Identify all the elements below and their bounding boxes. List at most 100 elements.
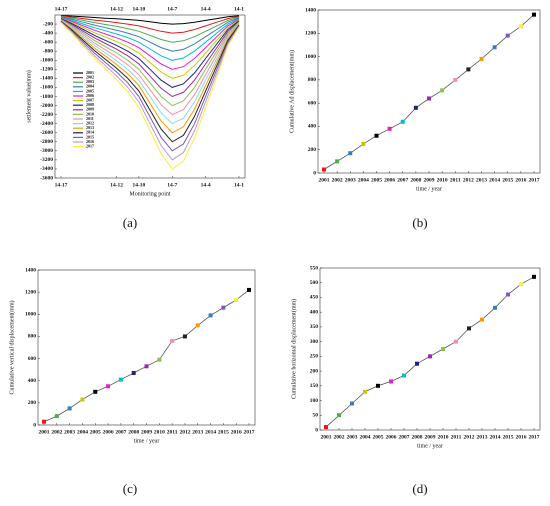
y-tick-label: 600 — [308, 100, 317, 106]
x-tick-label: 2003 — [64, 429, 75, 435]
series-line — [323, 14, 535, 170]
data-marker — [453, 77, 458, 82]
legend-label: 2002 — [86, 75, 94, 80]
data-marker — [337, 413, 341, 418]
y-tick-label: 250 — [310, 354, 319, 360]
legend-label: 2008 — [86, 102, 94, 107]
y-tick-label: 0 — [315, 427, 318, 433]
data-marker — [480, 317, 484, 322]
legend-label: 2015 — [86, 134, 94, 139]
x-tick-label: 2005 — [373, 434, 384, 440]
y-tick-label: 400 — [308, 124, 317, 130]
panel-label: (a) — [123, 215, 137, 230]
series-line — [60, 19, 240, 107]
series-line — [60, 18, 240, 98]
legend-label: 2012 — [86, 121, 94, 126]
y-tick-label: -3400 — [40, 166, 53, 172]
x-tick-label: 2010 — [154, 429, 165, 435]
x-tick-label: 2005 — [90, 429, 101, 435]
x-tick-label: 14-12 — [110, 182, 123, 188]
x-tick-label: 2016 — [516, 434, 527, 440]
data-marker — [322, 167, 326, 172]
data-marker — [42, 419, 46, 424]
legend-label: 2005 — [86, 88, 94, 93]
x-tick-label: 2011 — [167, 429, 178, 435]
x-tick-label: 2012 — [463, 177, 474, 183]
y-tick-label: 350 — [310, 324, 319, 330]
x-tick-label: 2001 — [319, 177, 330, 183]
y-axis-title: Cumulative vertical displacement(mm) — [8, 301, 15, 395]
y-tick-label: 400 — [28, 378, 37, 384]
x-tick-label: 2001 — [39, 429, 50, 435]
x-tick-label: 2014 — [489, 177, 500, 183]
x-tick-label: 2003 — [347, 434, 358, 440]
panel-label: (b) — [412, 215, 427, 230]
series-line — [60, 20, 240, 134]
data-marker — [247, 287, 251, 292]
legend-label: 2014 — [86, 130, 94, 135]
x-tick-label: 2014 — [205, 429, 216, 435]
data-marker — [467, 326, 471, 331]
data-marker — [93, 389, 98, 394]
x-tick-label-top: 14-10 — [132, 6, 145, 12]
data-marker — [221, 305, 226, 310]
y-tick-label: 200 — [310, 368, 319, 374]
data-marker — [493, 305, 497, 310]
y-tick-label: 100 — [310, 398, 319, 404]
x-tick-label: 2009 — [425, 434, 436, 440]
panel-label: (d) — [412, 481, 427, 496]
y-tick-label: -3000 — [40, 148, 53, 154]
legend-label: 2013 — [86, 125, 94, 130]
x-tick-label: 14-17 — [55, 182, 68, 188]
x-tick-label: 2006 — [103, 429, 114, 435]
x-tick-label: 2006 — [384, 177, 395, 183]
x-tick-label: 2017 — [244, 429, 255, 435]
legend-label: 2009 — [86, 107, 94, 112]
x-tick-label: 2009 — [424, 177, 435, 183]
x-tick-label: 2002 — [51, 429, 62, 435]
x-tick-label: 2015 — [218, 429, 229, 435]
legend-label: 2017 — [86, 144, 94, 149]
data-marker — [350, 401, 354, 406]
x-tick-label: 2010 — [438, 434, 449, 440]
x-tick-label: 2012 — [179, 429, 190, 435]
x-tick-label: 2006 — [386, 434, 397, 440]
x-tick-label-top: 14-4 — [201, 6, 211, 12]
legend-label: 2006 — [86, 93, 94, 98]
data-marker — [118, 377, 123, 382]
data-marker — [440, 88, 445, 93]
series-line — [60, 17, 240, 70]
x-tick-label: 14-10 — [132, 182, 145, 188]
y-tick-label: -3600 — [40, 175, 53, 181]
x-tick-label: 2016 — [515, 177, 526, 183]
data-marker — [389, 379, 393, 384]
x-tick-label: 2009 — [141, 429, 152, 435]
data-marker — [492, 45, 497, 50]
y-tick-label: -2200 — [40, 112, 53, 118]
y-tick-label: -3200 — [40, 157, 53, 163]
data-marker — [479, 56, 484, 61]
data-marker — [348, 151, 353, 156]
data-marker — [195, 323, 200, 328]
x-tick-label: 2017 — [529, 434, 540, 440]
series-line — [60, 17, 240, 79]
y-tick-label: -1200 — [40, 67, 53, 73]
data-marker — [170, 338, 175, 343]
series-line — [60, 16, 240, 52]
legend-label: 2003 — [86, 79, 94, 84]
data-marker — [208, 313, 213, 318]
x-tick-label: 2010 — [437, 177, 448, 183]
y-axis-title: Cumulative horizontal displacement(mm) — [290, 299, 297, 399]
y-tick-label: -800 — [43, 48, 53, 54]
y-tick-label: 1200 — [25, 289, 36, 295]
data-marker — [532, 12, 536, 17]
panel-label: (c) — [123, 481, 137, 496]
y-tick-label: 200 — [308, 147, 317, 153]
y-tick-label: -400 — [43, 30, 53, 36]
legend-label: 2011 — [86, 116, 94, 121]
y-tick-label: 550 — [310, 265, 319, 271]
plot-frame — [319, 267, 541, 431]
y-axis-title: settlement value(mm) — [25, 70, 32, 122]
x-tick-label: 2002 — [334, 434, 345, 440]
